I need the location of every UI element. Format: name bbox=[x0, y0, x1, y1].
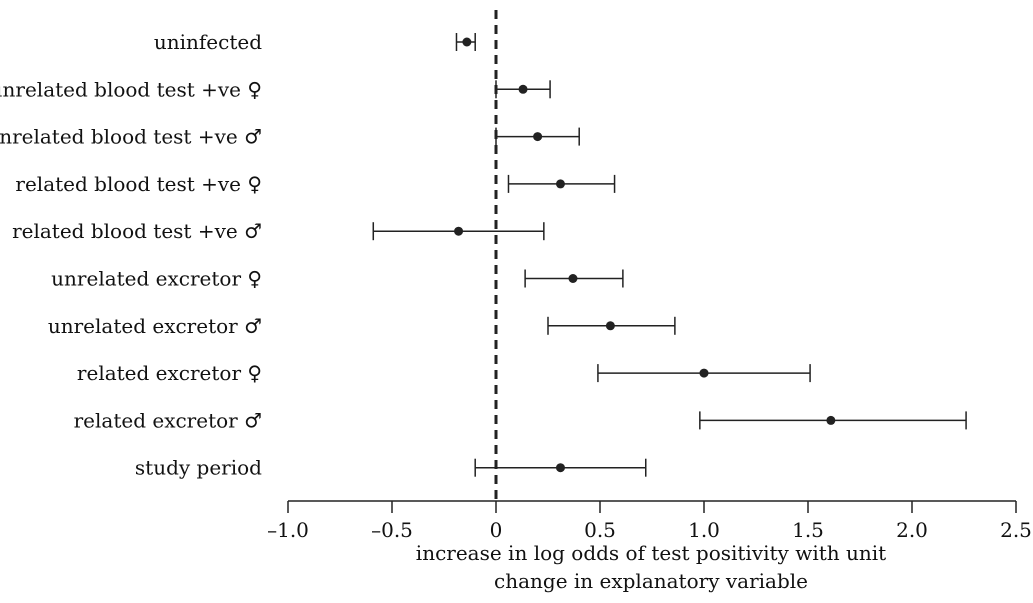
category-label: related blood test +ve ♀ bbox=[15, 172, 262, 196]
category-label: unrelated excretor ♂ bbox=[48, 314, 262, 338]
x-tick-label: –1.0 bbox=[267, 518, 309, 542]
x-tick-label: 2.5 bbox=[1000, 518, 1032, 542]
category-label: related excretor ♂ bbox=[74, 408, 262, 432]
estimates-group bbox=[372, 33, 967, 477]
category-label: unrelated excretor ♀ bbox=[51, 267, 262, 291]
category-label: unrelated blood test +ve ♀ bbox=[0, 77, 262, 101]
estimate-point bbox=[462, 37, 472, 47]
estimate-point bbox=[533, 132, 543, 142]
x-tick-label: 0 bbox=[490, 518, 503, 542]
estimate-point bbox=[518, 84, 528, 94]
category-label: study period bbox=[135, 456, 262, 480]
x-tick-label: –0.5 bbox=[371, 518, 413, 542]
x-tick-label: 1.0 bbox=[688, 518, 720, 542]
estimate-point bbox=[605, 321, 615, 331]
estimate-point bbox=[826, 415, 836, 425]
x-axis-title-line1: increase in log odds of test positivity … bbox=[416, 541, 886, 565]
estimate-point bbox=[555, 179, 565, 189]
category-label: uninfected bbox=[154, 30, 262, 54]
x-tick-label: 1.5 bbox=[792, 518, 824, 542]
x-axis-title-line2: change in explanatory variable bbox=[494, 569, 808, 593]
estimate-point bbox=[568, 274, 578, 283]
category-labels: uninfected unrelated blood test +ve ♀ unre… bbox=[0, 30, 262, 480]
estimate-point bbox=[699, 368, 709, 378]
x-tick-label: 0.5 bbox=[584, 518, 616, 542]
category-label: related excretor ♀ bbox=[77, 361, 262, 385]
estimate-point bbox=[555, 463, 565, 473]
x-tick-label: 2.0 bbox=[896, 518, 928, 542]
category-label: unrelated blood test +ve ♂ bbox=[0, 125, 262, 149]
category-label: related blood test +ve ♂ bbox=[12, 219, 262, 243]
estimate-point bbox=[454, 226, 464, 236]
x-axis: –1.0 –0.5 0 0.5 1.0 1.5 2.0 2.5 bbox=[267, 500, 1032, 542]
